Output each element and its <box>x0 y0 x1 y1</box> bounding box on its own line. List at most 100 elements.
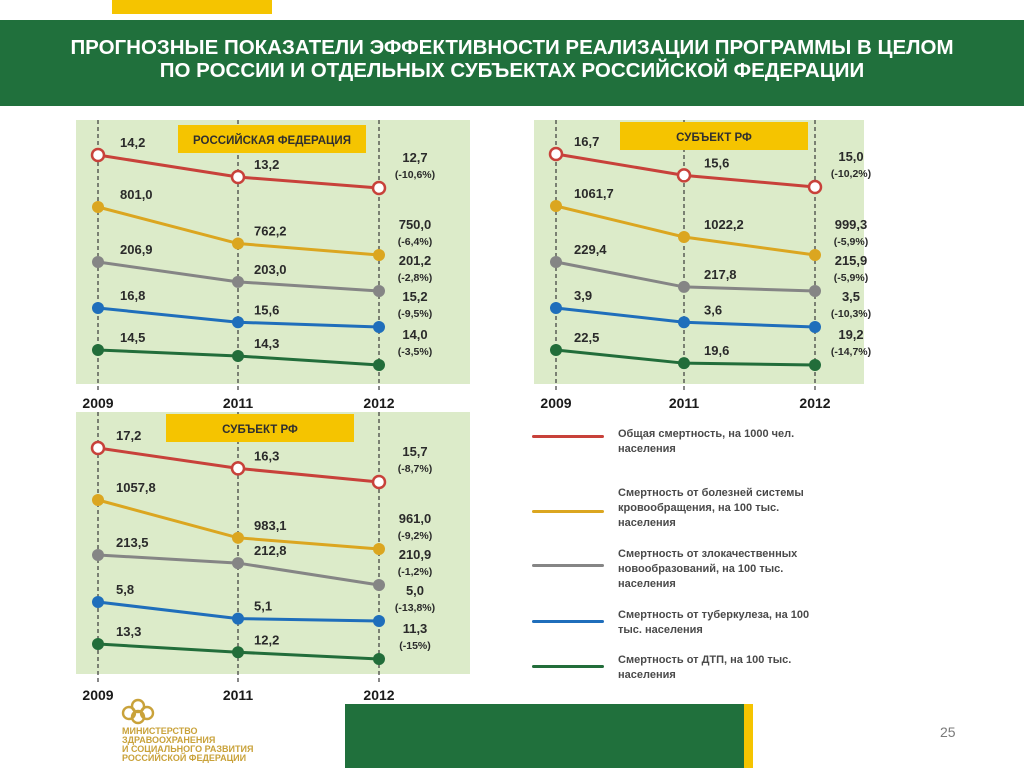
change-label-road: (-3,5%) <box>398 346 432 358</box>
x-tick-label: 2011 <box>223 395 254 411</box>
legend-label-circulatory: Смертность от болезней системы кровообра… <box>618 487 804 529</box>
change-label-general: (-10,6%) <box>395 169 435 181</box>
chart-title-band <box>620 122 808 150</box>
data-point-tuberculosis <box>373 615 385 627</box>
data-point-circulatory <box>92 201 104 213</box>
legend-line-oncology <box>532 564 604 567</box>
legend-label-general: Общая смертность, на 1000 чел. населения <box>618 428 795 455</box>
footer-accent-strip <box>744 704 753 768</box>
data-label-general: 12,7 <box>402 150 427 165</box>
data-label-oncology: 213,5 <box>116 535 149 550</box>
change-label-oncology: (-2,8%) <box>398 272 432 284</box>
page-number: 25 <box>940 724 956 740</box>
ministry-name: МИНИСТЕРСТВО ЗДРАВООХРАНЕНИЯ И СОЦИАЛЬНО… <box>122 727 322 763</box>
data-point-general <box>807 179 823 195</box>
data-point-oncology <box>232 557 244 570</box>
data-label-road: 13,3 <box>116 624 141 639</box>
change-label-tuberculosis: (-9,5%) <box>398 308 432 320</box>
data-point-oncology <box>550 256 562 268</box>
data-label-oncology: 217,8 <box>704 267 737 282</box>
data-label-tuberculosis: 5,8 <box>116 582 134 597</box>
data-label-oncology: 212,8 <box>254 543 287 558</box>
data-label-circulatory: 999,3 <box>835 217 868 232</box>
title-line-1: ПРОГНОЗНЫЕ ПОКАЗАТЕЛИ ЭФФЕКТИВНОСТИ РЕАЛ… <box>70 36 954 59</box>
change-label-road: (-14,7%) <box>831 346 871 358</box>
data-point-circulatory <box>232 237 244 250</box>
data-point-road <box>373 653 385 665</box>
x-tick-label: 2009 <box>540 395 571 411</box>
data-point-tuberculosis <box>550 302 562 314</box>
data-point-oncology <box>92 256 104 268</box>
title-line-2: ПО РОССИИ И ОТДЕЛЬНЫХ СУБЪЕКТАХ РОССИЙСК… <box>159 59 865 82</box>
data-point-circulatory <box>550 200 562 212</box>
x-tick-label: 2009 <box>82 687 113 703</box>
data-point-circulatory <box>373 543 385 555</box>
x-tick-label: 2009 <box>82 395 113 411</box>
data-point-circulatory <box>373 249 385 261</box>
data-label-circulatory: 801,0 <box>120 187 153 202</box>
data-label-circulatory: 1022,2 <box>704 217 744 232</box>
x-tick-label: 2012 <box>363 395 394 411</box>
data-point-circulatory <box>809 249 821 261</box>
data-point-circulatory <box>678 231 690 244</box>
change-label-general: (-10,2%) <box>831 168 871 180</box>
data-label-circulatory: 983,1 <box>254 518 287 533</box>
legend-label-road: Смертность от ДТП, на 100 тыс. населения <box>618 654 792 681</box>
x-tick-label: 2011 <box>223 687 254 703</box>
data-label-general: 17,2 <box>116 428 141 443</box>
data-label-road: 19,6 <box>704 343 729 358</box>
data-label-road: 11,3 <box>403 621 428 636</box>
data-label-oncology: 210,9 <box>399 547 432 562</box>
data-point-circulatory <box>92 494 104 506</box>
data-point-oncology <box>232 275 244 288</box>
data-label-road: 14,5 <box>120 330 145 345</box>
change-label-road: (-15%) <box>399 640 431 652</box>
x-tick-label: 2012 <box>363 687 394 703</box>
data-label-road: 14,0 <box>402 327 427 342</box>
data-point-general <box>230 169 246 185</box>
change-label-oncology: (-1,2%) <box>398 566 432 578</box>
footer-bar <box>345 704 745 768</box>
data-point-road <box>809 359 821 371</box>
data-point-road <box>373 359 385 371</box>
data-point-road <box>92 344 104 356</box>
ministry-line-2: ЗДРАВООХРАНЕНИЯ <box>122 735 216 745</box>
data-point-general <box>90 147 106 163</box>
data-label-tuberculosis: 15,6 <box>254 302 279 317</box>
chart-subject-rf-2: 2009 2011 2012 СУБЪЕКТ РФ 17,2 16,3 15,7 (-8,7%… <box>76 412 470 703</box>
data-label-oncology: 206,9 <box>120 242 153 257</box>
ministry-line-3: И СОЦИАЛЬНОГО РАЗВИТИЯ <box>122 744 254 754</box>
change-label-circulatory: (-5,9%) <box>834 236 868 248</box>
data-point-tuberculosis <box>232 316 244 329</box>
change-label-oncology: (-5,9%) <box>834 272 868 284</box>
data-label-tuberculosis: 5,1 <box>254 599 272 614</box>
data-point-road <box>92 638 104 650</box>
data-point-tuberculosis <box>809 321 821 333</box>
chart-panel <box>76 120 470 384</box>
data-label-tuberculosis: 15,2 <box>402 289 427 304</box>
data-point-general <box>371 180 387 196</box>
change-label-circulatory: (-6,4%) <box>398 236 432 248</box>
data-label-circulatory: 750,0 <box>399 217 432 232</box>
chart-subject-rf-1: 2009 2011 2012 СУБЪЕКТ РФ 16,7 15,6 15,0 (-10,2… <box>534 120 871 411</box>
data-label-general: 14,2 <box>120 135 145 150</box>
change-label-general: (-8,7%) <box>398 463 432 475</box>
data-label-oncology: 201,2 <box>399 253 432 268</box>
x-tick-label: 2012 <box>799 395 830 411</box>
data-point-oncology <box>373 285 385 297</box>
data-point-oncology <box>809 285 821 297</box>
legend-line-general <box>532 435 604 438</box>
data-label-oncology: 203,0 <box>254 262 287 277</box>
data-point-oncology <box>92 549 104 561</box>
data-label-circulatory: 961,0 <box>399 511 432 526</box>
data-label-circulatory: 1061,7 <box>574 186 614 201</box>
data-point-road <box>232 350 244 362</box>
data-point-road <box>550 344 562 356</box>
data-label-tuberculosis: 16,8 <box>120 288 145 303</box>
top-accent-strip <box>112 0 272 14</box>
data-point-tuberculosis <box>678 316 690 329</box>
ministry-logo-icon <box>121 698 155 725</box>
change-label-circulatory: (-9,2%) <box>398 530 432 542</box>
data-label-circulatory: 762,2 <box>254 224 287 239</box>
data-label-tuberculosis: 3,9 <box>574 288 592 303</box>
